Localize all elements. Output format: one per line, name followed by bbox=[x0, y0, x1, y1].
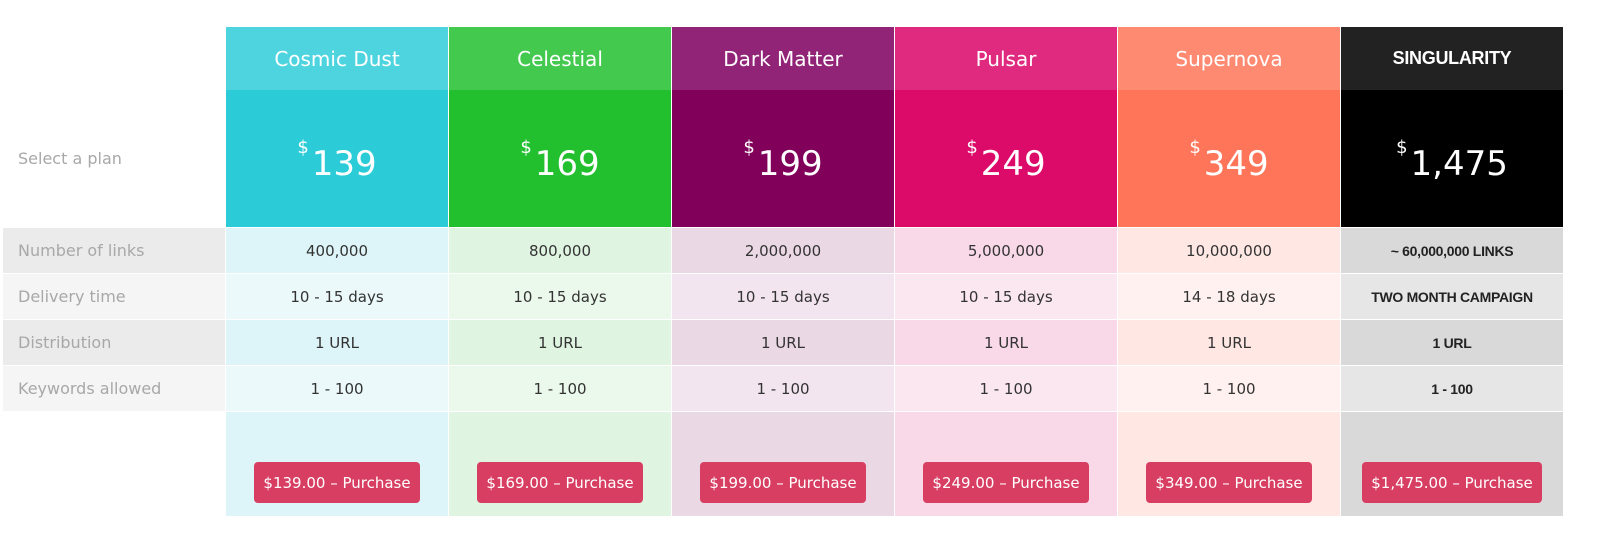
row-label: Number of links bbox=[3, 228, 225, 273]
plan-name: SINGULARITY bbox=[1341, 27, 1563, 90]
plan-column: Dark Matter $199 2,000,000 10 - 15 days 1 U… bbox=[672, 27, 894, 516]
purchase-row: $139.00 – Purchase bbox=[226, 412, 448, 516]
plan-name: Supernova bbox=[1118, 27, 1340, 90]
plan-column: SINGULARITY $1,475 ~ 60,000,000 LINKS TWO … bbox=[1341, 27, 1563, 516]
feature-cell: 10 - 15 days bbox=[895, 274, 1117, 319]
currency-symbol: $ bbox=[966, 137, 978, 158]
feature-cell: 1 - 100 bbox=[672, 366, 894, 411]
feature-cell: 1 URL bbox=[449, 320, 671, 365]
currency-symbol: $ bbox=[743, 137, 755, 158]
purchase-row: $249.00 – Purchase bbox=[895, 412, 1117, 516]
plan-price: $1,475 bbox=[1341, 90, 1563, 227]
purchase-row: $169.00 – Purchase bbox=[449, 412, 671, 516]
purchase-row: $199.00 – Purchase bbox=[672, 412, 894, 516]
currency-symbol: $ bbox=[1396, 137, 1408, 158]
plan-price: $169 bbox=[449, 90, 671, 227]
feature-cell: 1 URL bbox=[895, 320, 1117, 365]
plan-column: Supernova $349 10,000,000 14 - 18 days 1 UR… bbox=[1118, 27, 1340, 516]
currency-symbol: $ bbox=[297, 137, 309, 158]
feature-cell: 1 - 100 bbox=[895, 366, 1117, 411]
select-plan-label: Select a plan bbox=[18, 149, 122, 168]
plan-name: Pulsar bbox=[895, 27, 1117, 90]
feature-cell: 400,000 bbox=[226, 228, 448, 273]
plan-name: Celestial bbox=[449, 27, 671, 90]
feature-cell: TWO MONTH CAMPAIGN bbox=[1341, 274, 1563, 319]
purchase-button[interactable]: $139.00 – Purchase bbox=[254, 462, 420, 503]
plan-price: $199 bbox=[672, 90, 894, 227]
currency-symbol: $ bbox=[1189, 137, 1201, 158]
plan-price: $249 bbox=[895, 90, 1117, 227]
feature-cell: 10 - 15 days bbox=[672, 274, 894, 319]
feature-cell: 1 - 100 bbox=[449, 366, 671, 411]
feature-cell: 5,000,000 bbox=[895, 228, 1117, 273]
price-amount: 139 bbox=[311, 143, 377, 184]
plan-price: $139 bbox=[226, 90, 448, 227]
purchase-button[interactable]: $1,475.00 – Purchase bbox=[1362, 462, 1542, 503]
purchase-button[interactable]: $169.00 – Purchase bbox=[477, 462, 643, 503]
price-amount: 199 bbox=[757, 143, 823, 184]
purchase-row: $349.00 – Purchase bbox=[1118, 412, 1340, 516]
row-label: Delivery time bbox=[3, 274, 225, 319]
plan-column: Celestial $169 800,000 10 - 15 days 1 URL 1 … bbox=[449, 27, 671, 516]
feature-cell: 1 - 100 bbox=[226, 366, 448, 411]
feature-cell: 10 - 15 days bbox=[449, 274, 671, 319]
feature-cell: 10 - 15 days bbox=[226, 274, 448, 319]
feature-cell: 14 - 18 days bbox=[1118, 274, 1340, 319]
feature-cell: 10,000,000 bbox=[1118, 228, 1340, 273]
purchase-button[interactable]: $249.00 – Purchase bbox=[923, 462, 1089, 503]
feature-cell: 1 URL bbox=[1118, 320, 1340, 365]
feature-cell: 1 URL bbox=[1341, 320, 1563, 365]
feature-cell: 800,000 bbox=[449, 228, 671, 273]
feature-cell: 2,000,000 bbox=[672, 228, 894, 273]
feature-cell: 1 - 100 bbox=[1118, 366, 1340, 411]
feature-cell: 1 URL bbox=[226, 320, 448, 365]
purchase-button[interactable]: $199.00 – Purchase bbox=[700, 462, 866, 503]
price-amount: 349 bbox=[1203, 143, 1269, 184]
purchase-row: $1,475.00 – Purchase bbox=[1341, 412, 1563, 516]
feature-cell: ~ 60,000,000 LINKS bbox=[1341, 228, 1563, 273]
row-label: Keywords allowed bbox=[3, 366, 225, 411]
price-amount: 249 bbox=[980, 143, 1046, 184]
plan-name: Dark Matter bbox=[672, 27, 894, 90]
plan-name: Cosmic Dust bbox=[226, 27, 448, 90]
feature-cell: 1 URL bbox=[672, 320, 894, 365]
price-amount: 1,475 bbox=[1410, 143, 1508, 184]
purchase-button[interactable]: $349.00 – Purchase bbox=[1146, 462, 1312, 503]
price-amount: 169 bbox=[534, 143, 600, 184]
currency-symbol: $ bbox=[520, 137, 532, 158]
plan-price: $349 bbox=[1118, 90, 1340, 227]
feature-cell: 1 - 100 bbox=[1341, 366, 1563, 411]
row-label: Distribution bbox=[3, 320, 225, 365]
plan-column: Cosmic Dust $139 400,000 10 - 15 days 1 URL… bbox=[226, 27, 448, 516]
plan-column: Pulsar $249 5,000,000 10 - 15 days 1 URL 1 -… bbox=[895, 27, 1117, 516]
